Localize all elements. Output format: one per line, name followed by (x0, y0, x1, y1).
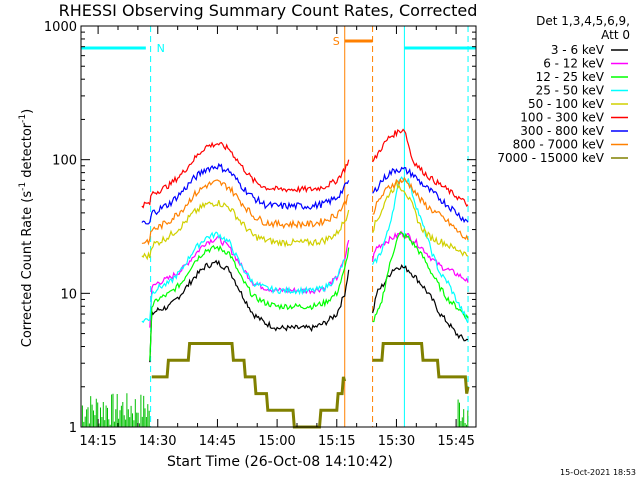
y-axis-label: Corrected Count Rate (s-1 detector-1) (18, 109, 35, 347)
plot-frame (80, 25, 477, 428)
footer-timestamp: 15-Oct-2021 18:53 (560, 468, 636, 477)
legend-entry-label: 100 - 300 keV (520, 111, 604, 125)
low-count-noise (457, 399, 469, 427)
plot-area: NS (80, 25, 477, 429)
x-tick-label: 15:30 (378, 434, 415, 449)
legend-entry-label: 7000 - 15000 keV (497, 151, 604, 165)
night-flag-label: N (157, 42, 165, 55)
x-tick-label: 15:15 (318, 434, 355, 449)
legend-header-2: Att 0 (601, 28, 630, 42)
saa-flag-label: S (333, 35, 340, 48)
x-tick-label: 15:00 (258, 434, 295, 449)
series-line (141, 176, 469, 246)
series-line (149, 231, 469, 361)
y-axis: 1 10 100 1000 (44, 20, 476, 436)
series-line (141, 179, 469, 261)
y-tick-label: 1 (69, 421, 77, 436)
x-tick-label: 14:15 (79, 434, 116, 449)
series-line (149, 259, 469, 363)
svg-text:Corrected Count Rate (s-1 dete: Corrected Count Rate (s-1 detector-1) (18, 109, 35, 347)
y-axis-label-mid: detector (20, 122, 35, 182)
series-line (141, 128, 469, 209)
legend-header-1: Det 1,3,4,5,6,9, (536, 14, 630, 28)
series-line (141, 176, 469, 324)
series-line (141, 162, 469, 225)
legend-entry-label: 25 - 50 keV (536, 84, 605, 98)
x-tick-label: 14:45 (199, 434, 236, 449)
y-axis-label-sup2: -1 (18, 114, 28, 123)
x-axis-label: Start Time (26-Oct-08 14:10:42) (167, 454, 393, 470)
x-tick-label: 15:45 (437, 434, 474, 449)
legend-entry-label: 800 - 7000 keV (513, 138, 605, 152)
x-tick-label: 14:30 (139, 434, 176, 449)
y-axis-label-pre: Corrected Count Rate (s (20, 191, 35, 348)
x-axis: 14:15 14:30 14:45 15:00 15:15 15:30 15:45 (79, 26, 475, 449)
y-tick-label: 100 (52, 154, 77, 169)
legend-entry-label: 6 - 12 keV (543, 57, 605, 71)
legend-entry-label: 50 - 100 keV (528, 97, 605, 111)
legend-entry-label: 3 - 6 keV (551, 43, 605, 57)
y-tick-label: 1000 (44, 20, 77, 35)
y-axis-label-sup1: -1 (18, 182, 28, 191)
legend-entry-label: 300 - 800 keV (520, 124, 604, 138)
chart-title: RHESSI Observing Summary Count Rates, Co… (59, 1, 478, 20)
y-axis-label-post: ) (20, 109, 35, 114)
y-tick-label: 10 (60, 287, 77, 302)
legend-entry-label: 12 - 25 keV (536, 70, 605, 84)
